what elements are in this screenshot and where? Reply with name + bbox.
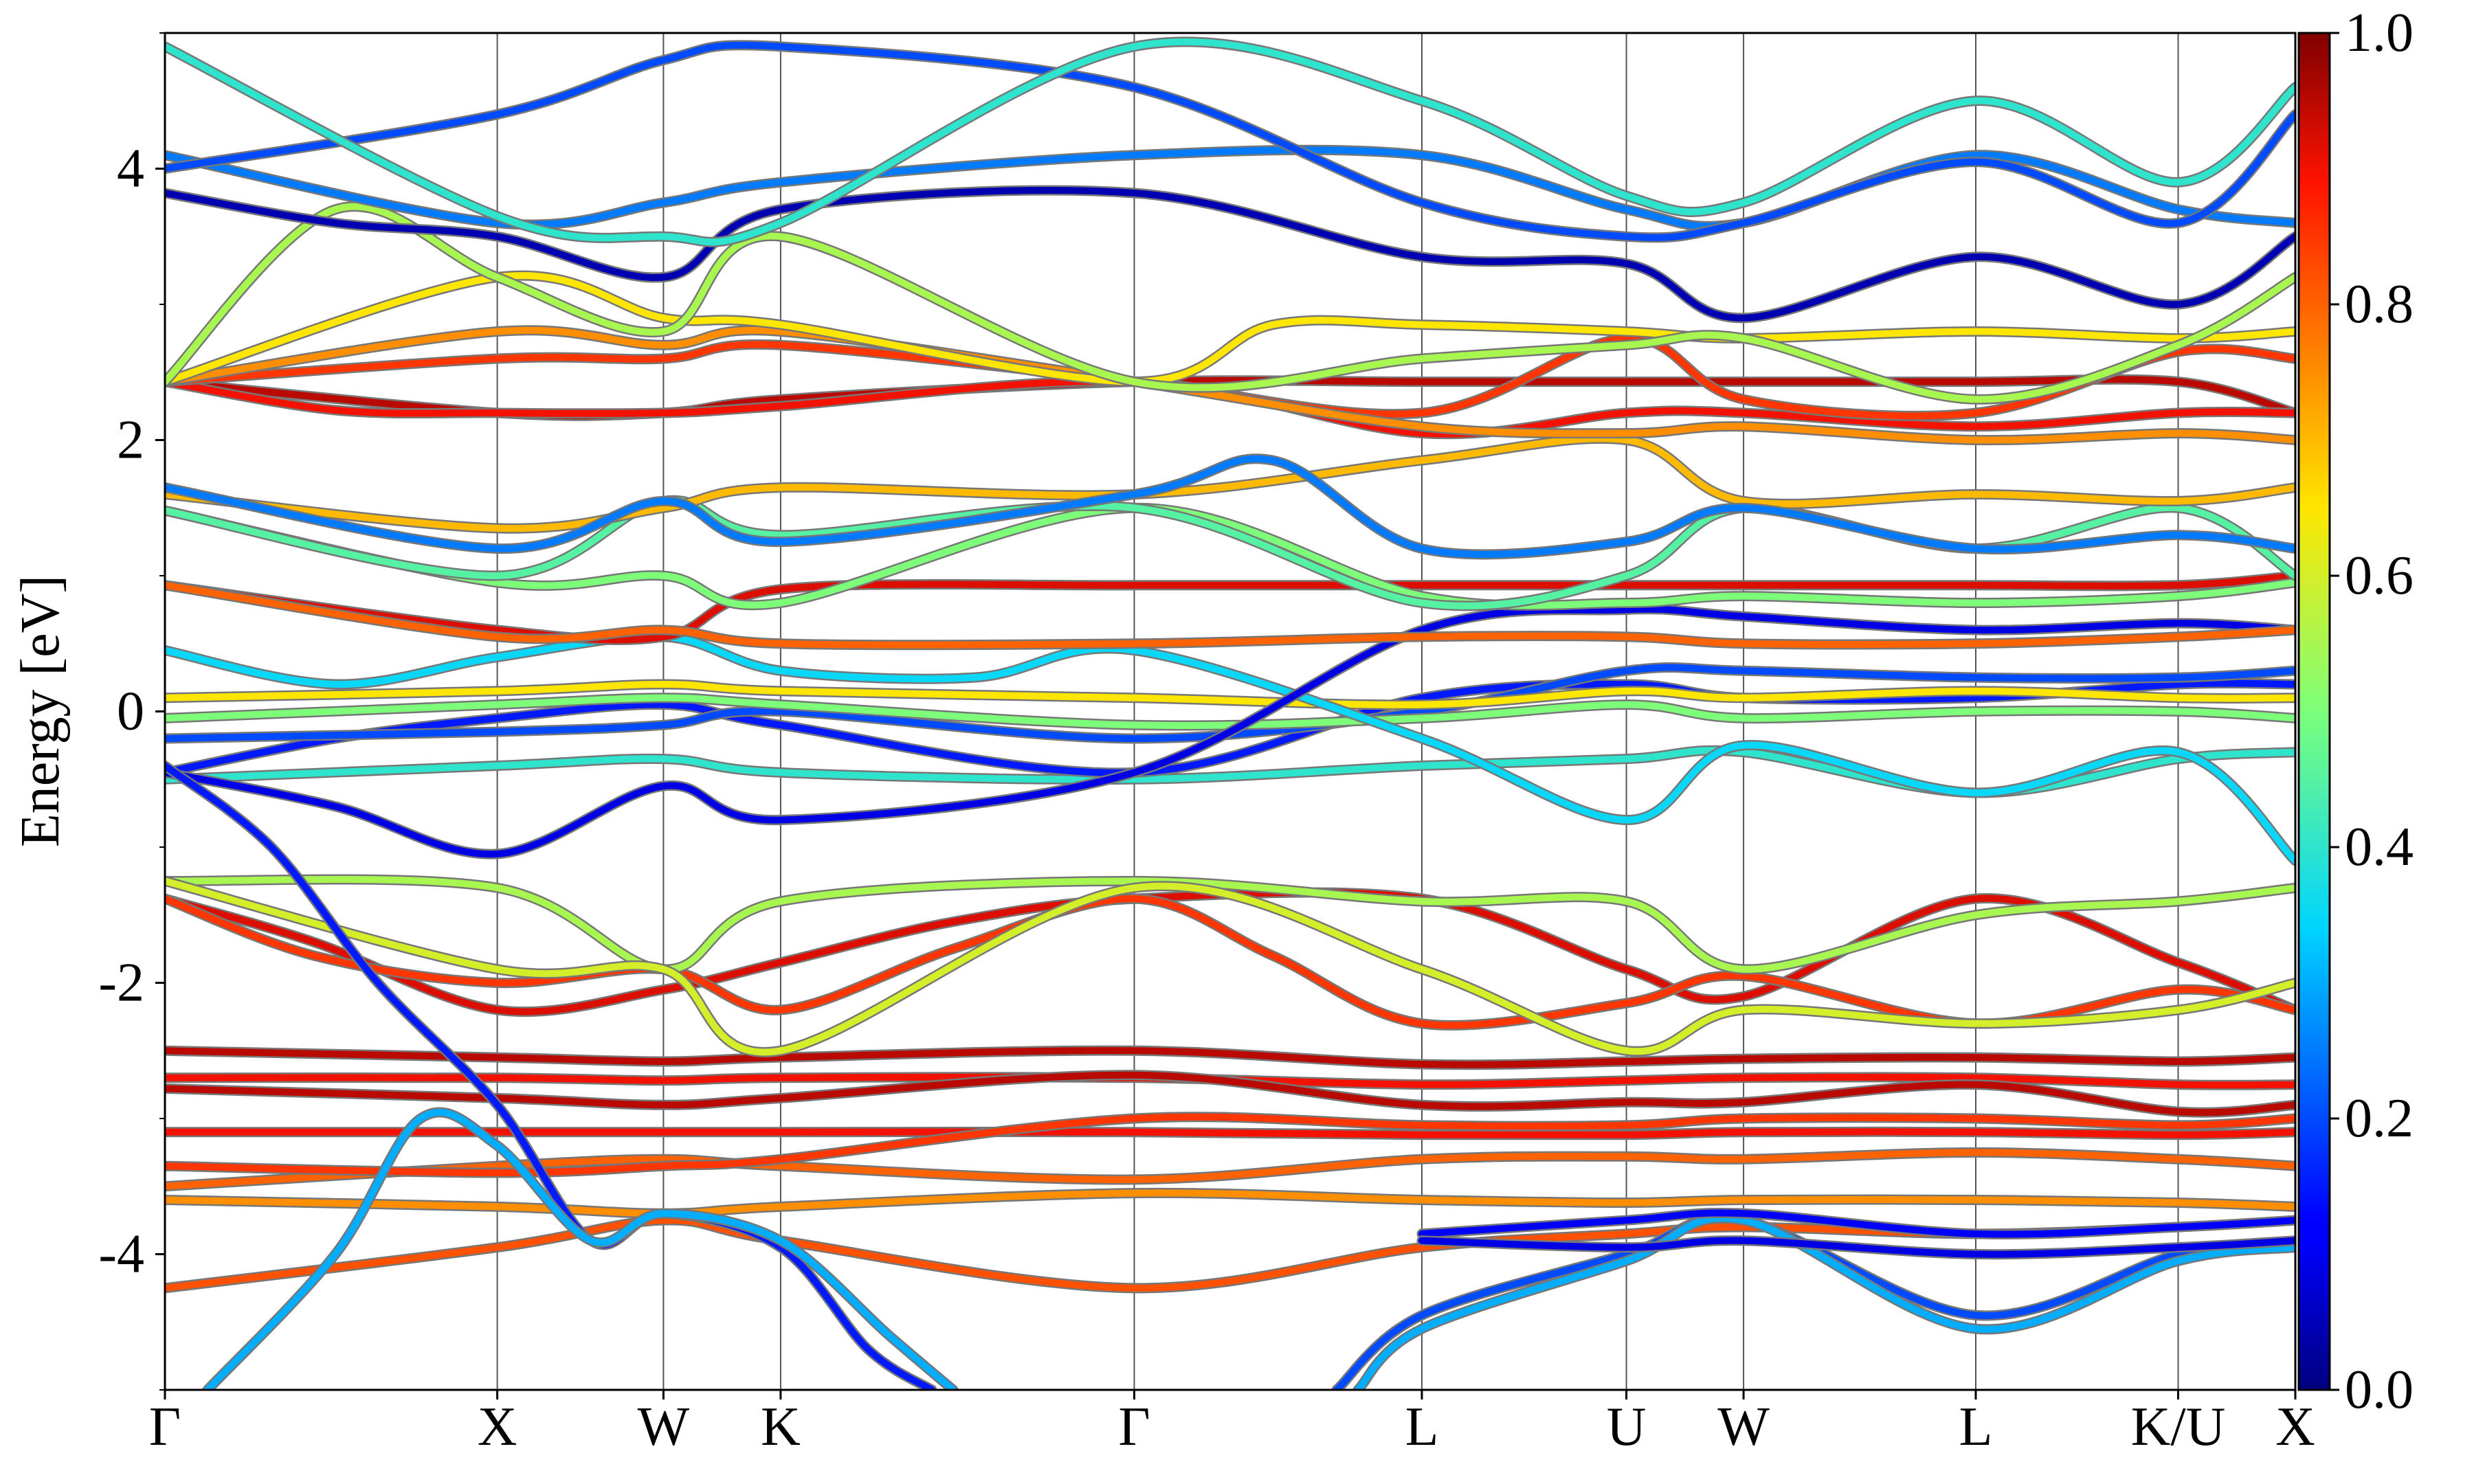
band-line: [165, 1113, 2295, 1176]
band-line: [165, 1149, 2295, 1190]
y-tick-label: 4: [117, 139, 144, 199]
band-line: [165, 1073, 2295, 1089]
band-line: [165, 1128, 2295, 1139]
band-line: [165, 455, 2295, 558]
x-tick-label: W: [638, 1397, 690, 1457]
band-lines: [165, 36, 2295, 1390]
band-line: [165, 1189, 2295, 1217]
colorbar: [2297, 32, 2331, 1391]
y-tick-label: 0: [117, 682, 144, 742]
colorbar-tick-label: 0.8: [2345, 274, 2414, 335]
y-tick-label: -4: [98, 1224, 144, 1285]
band-line: [165, 581, 2295, 649]
x-tick-label: X: [2275, 1397, 2315, 1457]
colorbar-tick-label: 0.4: [2345, 817, 2414, 877]
band-line: [165, 187, 2295, 322]
band-line: [165, 41, 2295, 241]
band-line: [204, 1108, 957, 1390]
band-line: [165, 146, 2295, 230]
band-line: [165, 38, 2295, 246]
y-tick-label: -2: [98, 953, 144, 1013]
band-line: [165, 605, 2295, 858]
band-line: [165, 335, 2295, 420]
y-axis: -4 -2 0 2 4: [98, 32, 165, 1391]
x-tick-label: Γ: [1118, 1397, 1150, 1457]
y-tick-label: 2: [117, 410, 144, 471]
band-line: [165, 203, 2295, 403]
band-line: [165, 877, 2295, 1056]
colorbar-tick-label: 0.0: [2345, 1360, 2414, 1420]
band-line: [1355, 1214, 2295, 1390]
band-line: [1418, 1209, 2295, 1238]
colorbar-tick-label: 0.6: [2345, 546, 2414, 606]
band-line: [165, 681, 2295, 708]
colorbar-ticks: 0.0 0.2 0.4 0.6 0.8 1.0: [2330, 3, 2414, 1420]
x-tick-label: Γ: [149, 1397, 181, 1457]
x-tick-label: L: [1405, 1397, 1439, 1457]
band-line: [165, 272, 2295, 385]
colorbar-tick-label: 0.2: [2345, 1088, 2414, 1149]
band-line: [165, 889, 2295, 1015]
x-tick-label: L: [1959, 1397, 1993, 1457]
band-line: [165, 504, 2295, 609]
x-tick-label: W: [1717, 1397, 1770, 1457]
y-axis-label: Energy [eV]: [10, 575, 71, 847]
x-axis: Γ X W K Γ L U W L K/U X: [149, 1390, 2315, 1457]
band-line: [165, 326, 2295, 444]
band-line: [165, 679, 2295, 776]
x-tick-label: K: [761, 1397, 801, 1457]
band-line: [165, 875, 2295, 973]
band-line: [1418, 1237, 2295, 1258]
colorbar-tick-label: 1.0: [2345, 3, 2414, 63]
band-line: [165, 1071, 2295, 1116]
x-tick-label: X: [478, 1397, 517, 1457]
band-line: [165, 694, 2295, 730]
band-line: [165, 633, 2295, 864]
x-tick-label: K/U: [2131, 1397, 2226, 1457]
x-tick-label: U: [1607, 1397, 1647, 1457]
band-line: [165, 1047, 2295, 1068]
